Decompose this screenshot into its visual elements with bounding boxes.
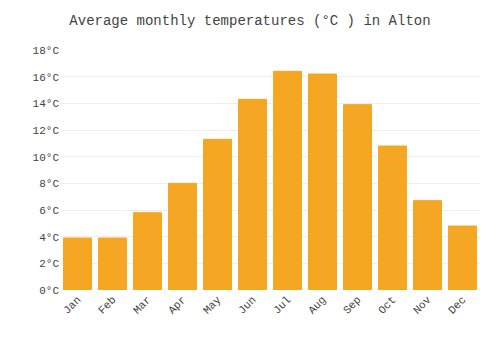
svg-text:14°C: 14°C — [33, 98, 60, 110]
svg-text:May: May — [201, 294, 224, 317]
svg-text:Apr: Apr — [166, 294, 188, 316]
svg-text:Aug: Aug — [306, 294, 328, 316]
svg-text:12°C: 12°C — [33, 125, 60, 137]
svg-text:Mar: Mar — [131, 294, 153, 316]
svg-text:Sep: Sep — [341, 294, 363, 316]
svg-text:Feb: Feb — [96, 294, 118, 316]
svg-text:Average monthly temperatures (: Average monthly temperatures (°C ) in Al… — [69, 13, 430, 29]
svg-text:0°C: 0°C — [39, 285, 59, 297]
svg-text:Jan: Jan — [61, 294, 83, 316]
svg-text:10°C: 10°C — [33, 152, 60, 164]
svg-text:8°C: 8°C — [39, 178, 59, 190]
svg-text:Jun: Jun — [236, 294, 258, 316]
svg-text:Jul: Jul — [271, 294, 293, 316]
svg-text:Nov: Nov — [411, 294, 434, 317]
svg-text:16°C: 16°C — [33, 72, 60, 84]
svg-text:2°C: 2°C — [39, 258, 59, 270]
svg-text:Dec: Dec — [446, 294, 468, 316]
svg-text:18°C: 18°C — [33, 45, 60, 57]
svg-text:4°C: 4°C — [39, 232, 59, 244]
svg-text:Oct: Oct — [376, 294, 398, 316]
svg-text:6°C: 6°C — [39, 205, 59, 217]
